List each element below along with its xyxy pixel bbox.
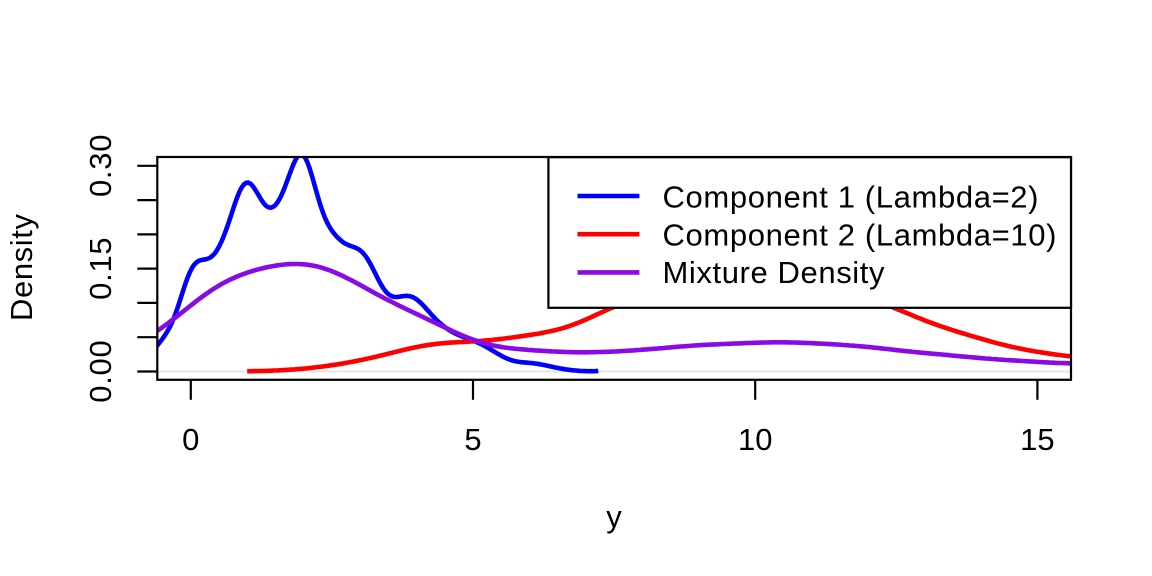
svg-text:0.00: 0.00 <box>83 340 118 403</box>
svg-text:10: 10 <box>738 422 772 457</box>
svg-text:Component 2 (Lambda=10): Component 2 (Lambda=10) <box>663 218 1057 253</box>
svg-text:5: 5 <box>464 422 481 457</box>
svg-text:0.30: 0.30 <box>83 135 118 198</box>
svg-text:y: y <box>606 499 622 534</box>
svg-text:Mixture Density: Mixture Density <box>663 255 886 290</box>
svg-text:0.15: 0.15 <box>83 237 118 300</box>
svg-text:Density: Density <box>4 214 39 322</box>
svg-text:0: 0 <box>182 422 199 457</box>
svg-text:15: 15 <box>1020 422 1054 457</box>
svg-text:Component 1 (Lambda=2): Component 1 (Lambda=2) <box>663 179 1039 214</box>
